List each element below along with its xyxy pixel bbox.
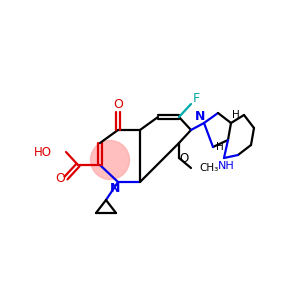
Text: N: N [195,110,205,124]
Text: O: O [113,98,123,112]
Text: NH: NH [218,161,234,171]
Text: O: O [179,152,189,164]
Text: CH₃: CH₃ [199,163,218,173]
Text: F: F [192,92,200,104]
Circle shape [91,140,130,179]
Text: HO: HO [34,146,52,158]
Text: O: O [55,172,65,184]
Text: H: H [232,110,240,120]
Text: N: N [110,182,120,196]
Text: H: H [216,142,224,152]
